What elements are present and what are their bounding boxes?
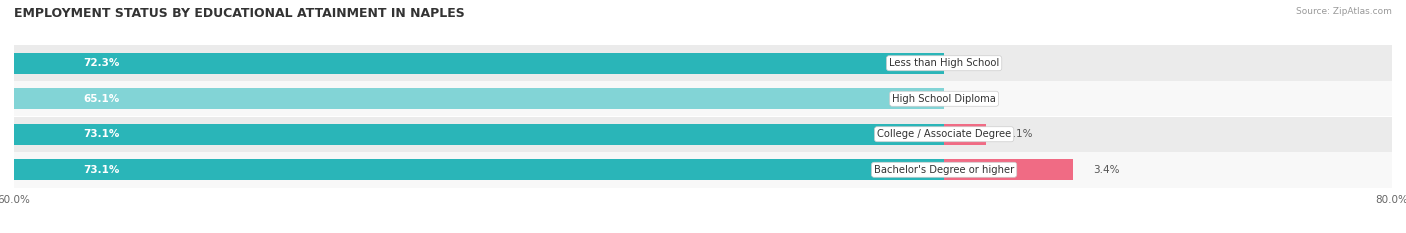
Text: EMPLOYMENT STATUS BY EDUCATIONAL ATTAINMENT IN NAPLES: EMPLOYMENT STATUS BY EDUCATIONAL ATTAINM…: [14, 7, 465, 20]
Text: Bachelor's Degree or higher: Bachelor's Degree or higher: [875, 165, 1014, 175]
Bar: [14, 124, 945, 144]
Text: College / Associate Degree: College / Associate Degree: [877, 129, 1011, 139]
Bar: [14, 53, 945, 74]
Text: 1.1%: 1.1%: [1007, 129, 1033, 139]
Text: 0.0%: 0.0%: [965, 94, 991, 104]
Bar: [14, 89, 945, 109]
Text: High School Diploma: High School Diploma: [893, 94, 995, 104]
Text: 73.1%: 73.1%: [83, 129, 120, 139]
Text: 0.0%: 0.0%: [965, 58, 991, 68]
Bar: [14, 152, 1392, 188]
Bar: [945, 159, 1073, 180]
Text: 3.4%: 3.4%: [1094, 165, 1121, 175]
Text: 73.1%: 73.1%: [83, 165, 120, 175]
Bar: [14, 116, 1392, 152]
Bar: [14, 81, 1392, 116]
Bar: [14, 45, 1392, 81]
Text: Less than High School: Less than High School: [889, 58, 1000, 68]
Text: 72.3%: 72.3%: [83, 58, 120, 68]
Bar: [945, 124, 986, 144]
Text: 65.1%: 65.1%: [83, 94, 120, 104]
Bar: [14, 159, 945, 180]
Text: Source: ZipAtlas.com: Source: ZipAtlas.com: [1296, 7, 1392, 16]
